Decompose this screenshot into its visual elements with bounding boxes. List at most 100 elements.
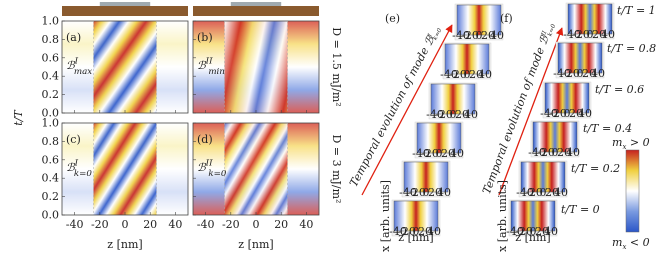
mode-sub: k=0 — [208, 169, 227, 179]
heatmap — [193, 21, 319, 113]
mode-sub: k=0 — [74, 169, 93, 179]
mode-sup: I — [74, 56, 79, 66]
inset-tick-label: -40 — [506, 225, 524, 238]
x-axis-label: z [nm] — [107, 238, 142, 251]
inset-tick-label: 20 — [441, 147, 455, 160]
colorbar-label: mx > 0 — [612, 136, 650, 151]
inset-tick-label: -20 — [435, 108, 453, 121]
y-tick-label: 0.2 — [42, 190, 60, 203]
film-cap — [99, 2, 151, 6]
inset-tick-label: -20 — [449, 68, 467, 81]
inset-tick-label: 20 — [592, 28, 606, 41]
inset-tick-label: -40 — [516, 186, 534, 199]
mode-sub: k=0 — [432, 27, 444, 41]
x-tick-label: 0 — [122, 218, 129, 231]
inset-tick-label: 0 — [413, 225, 420, 238]
y-tick-label: 0.0 — [42, 107, 60, 120]
mode-sub: max — [74, 67, 92, 77]
colorbar — [625, 149, 640, 233]
inset-tick-label: 20 — [557, 146, 571, 159]
inset-tick-label: 0 — [577, 67, 584, 80]
inset-tick-label: 40 — [478, 68, 492, 81]
inset-tick-label: -20 — [537, 146, 555, 159]
x-tick-label: 40 — [299, 218, 313, 231]
y-tick-label: 1.0 — [42, 15, 60, 28]
mode-symbol: ℬ — [66, 161, 76, 174]
mode-symbol: ℬ — [197, 161, 207, 174]
inset-map — [520, 161, 566, 193]
inset-tick-label: 0 — [423, 186, 430, 199]
inset-tick-label: 0 — [464, 68, 471, 81]
inset-tick-label: 40 — [450, 147, 464, 160]
inset-tick-label: -40 — [412, 147, 430, 160]
mode-symbol: ℬ — [197, 59, 207, 72]
inset-tick-label: -20 — [461, 29, 479, 42]
inset-tick-label: 0 — [587, 28, 594, 41]
inset-tick-label: 20 — [569, 107, 583, 120]
inset-tick-label: -20 — [421, 147, 439, 160]
x-tick-label: -20 — [222, 218, 240, 231]
cb-sub: x — [622, 143, 626, 151]
mode-sup: II — [540, 29, 549, 37]
mode-sup: II — [205, 56, 213, 66]
time-label: t/T = 0.6 — [595, 83, 644, 96]
x-tick-label: 0 — [253, 218, 260, 231]
heatmap-core — [93, 21, 157, 113]
panel-label: (e) — [385, 12, 400, 25]
inset-map — [430, 83, 476, 115]
cb-text: > 0 — [626, 136, 649, 149]
y-tick-label: 0.6 — [42, 51, 60, 64]
y-tick-label: 0.4 — [42, 70, 60, 83]
mode-sub: k=0 — [546, 23, 557, 37]
panel-label: (a) — [66, 31, 81, 44]
heatmap — [62, 123, 188, 215]
inset-tick-label: -40 — [399, 186, 417, 199]
inset-tick-label: 40 — [427, 225, 441, 238]
inset-tick-label: -40 — [440, 68, 458, 81]
inset-tick-label: 0 — [530, 225, 537, 238]
y-tick-label: 0.6 — [42, 153, 60, 166]
colorbar-label: mx < 0 — [612, 236, 650, 251]
mode-label: ℬI max — [66, 56, 92, 77]
inset-tick-label: 0 — [564, 107, 571, 120]
inset-tick-label: -40 — [426, 108, 444, 121]
inset-tick-label: 20 — [469, 68, 483, 81]
y-axis-label: t/T — [12, 109, 25, 126]
time-label: t/T = 1 — [617, 4, 656, 17]
inset-tick-label: 40 — [464, 108, 478, 121]
x-tick-label: -40 — [66, 218, 84, 231]
y-tick-label: 0.0 — [42, 209, 60, 222]
inset-x-label: z [nm] — [398, 231, 433, 244]
panel-label: (c) — [66, 133, 81, 146]
y-tick-label: 0.8 — [42, 135, 60, 148]
inset-tick-label: 20 — [481, 29, 495, 42]
cb-sub: x — [622, 243, 626, 251]
y-tick-label: 0.2 — [42, 88, 60, 101]
panel-label: (f) — [500, 12, 513, 25]
inset-tick-label: 0 — [450, 108, 457, 121]
film-strip — [193, 6, 319, 16]
time-label: t/T = 0.4 — [583, 122, 632, 135]
time-label: t/T = 0.8 — [607, 42, 656, 55]
mode-sup: I — [74, 158, 79, 168]
inset-tick-label: -20 — [562, 67, 580, 80]
row-label: D = 3 mJ/m² — [330, 135, 343, 204]
x-tick-label: 40 — [168, 218, 182, 231]
inset-tick-label: 40 — [591, 67, 605, 80]
cb-text: < 0 — [626, 236, 649, 249]
inset-tick-label: 20 — [428, 186, 442, 199]
inset-tick-label: 40 — [578, 107, 592, 120]
time-arrow — [498, 27, 564, 196]
film-strip — [62, 6, 188, 16]
inset-map — [557, 42, 603, 74]
inset-tick-label: 20 — [455, 108, 469, 121]
time-arrow — [361, 24, 453, 196]
inset-map — [403, 161, 449, 193]
inset-tick-label: 40 — [544, 225, 558, 238]
inset-tick-label: 40 — [554, 186, 568, 199]
inset-tick-label: 20 — [545, 186, 559, 199]
time-label: t/T = 0.2 — [571, 162, 620, 175]
inset-tick-label: -40 — [540, 107, 558, 120]
inset-tick-label: 40 — [490, 29, 504, 42]
